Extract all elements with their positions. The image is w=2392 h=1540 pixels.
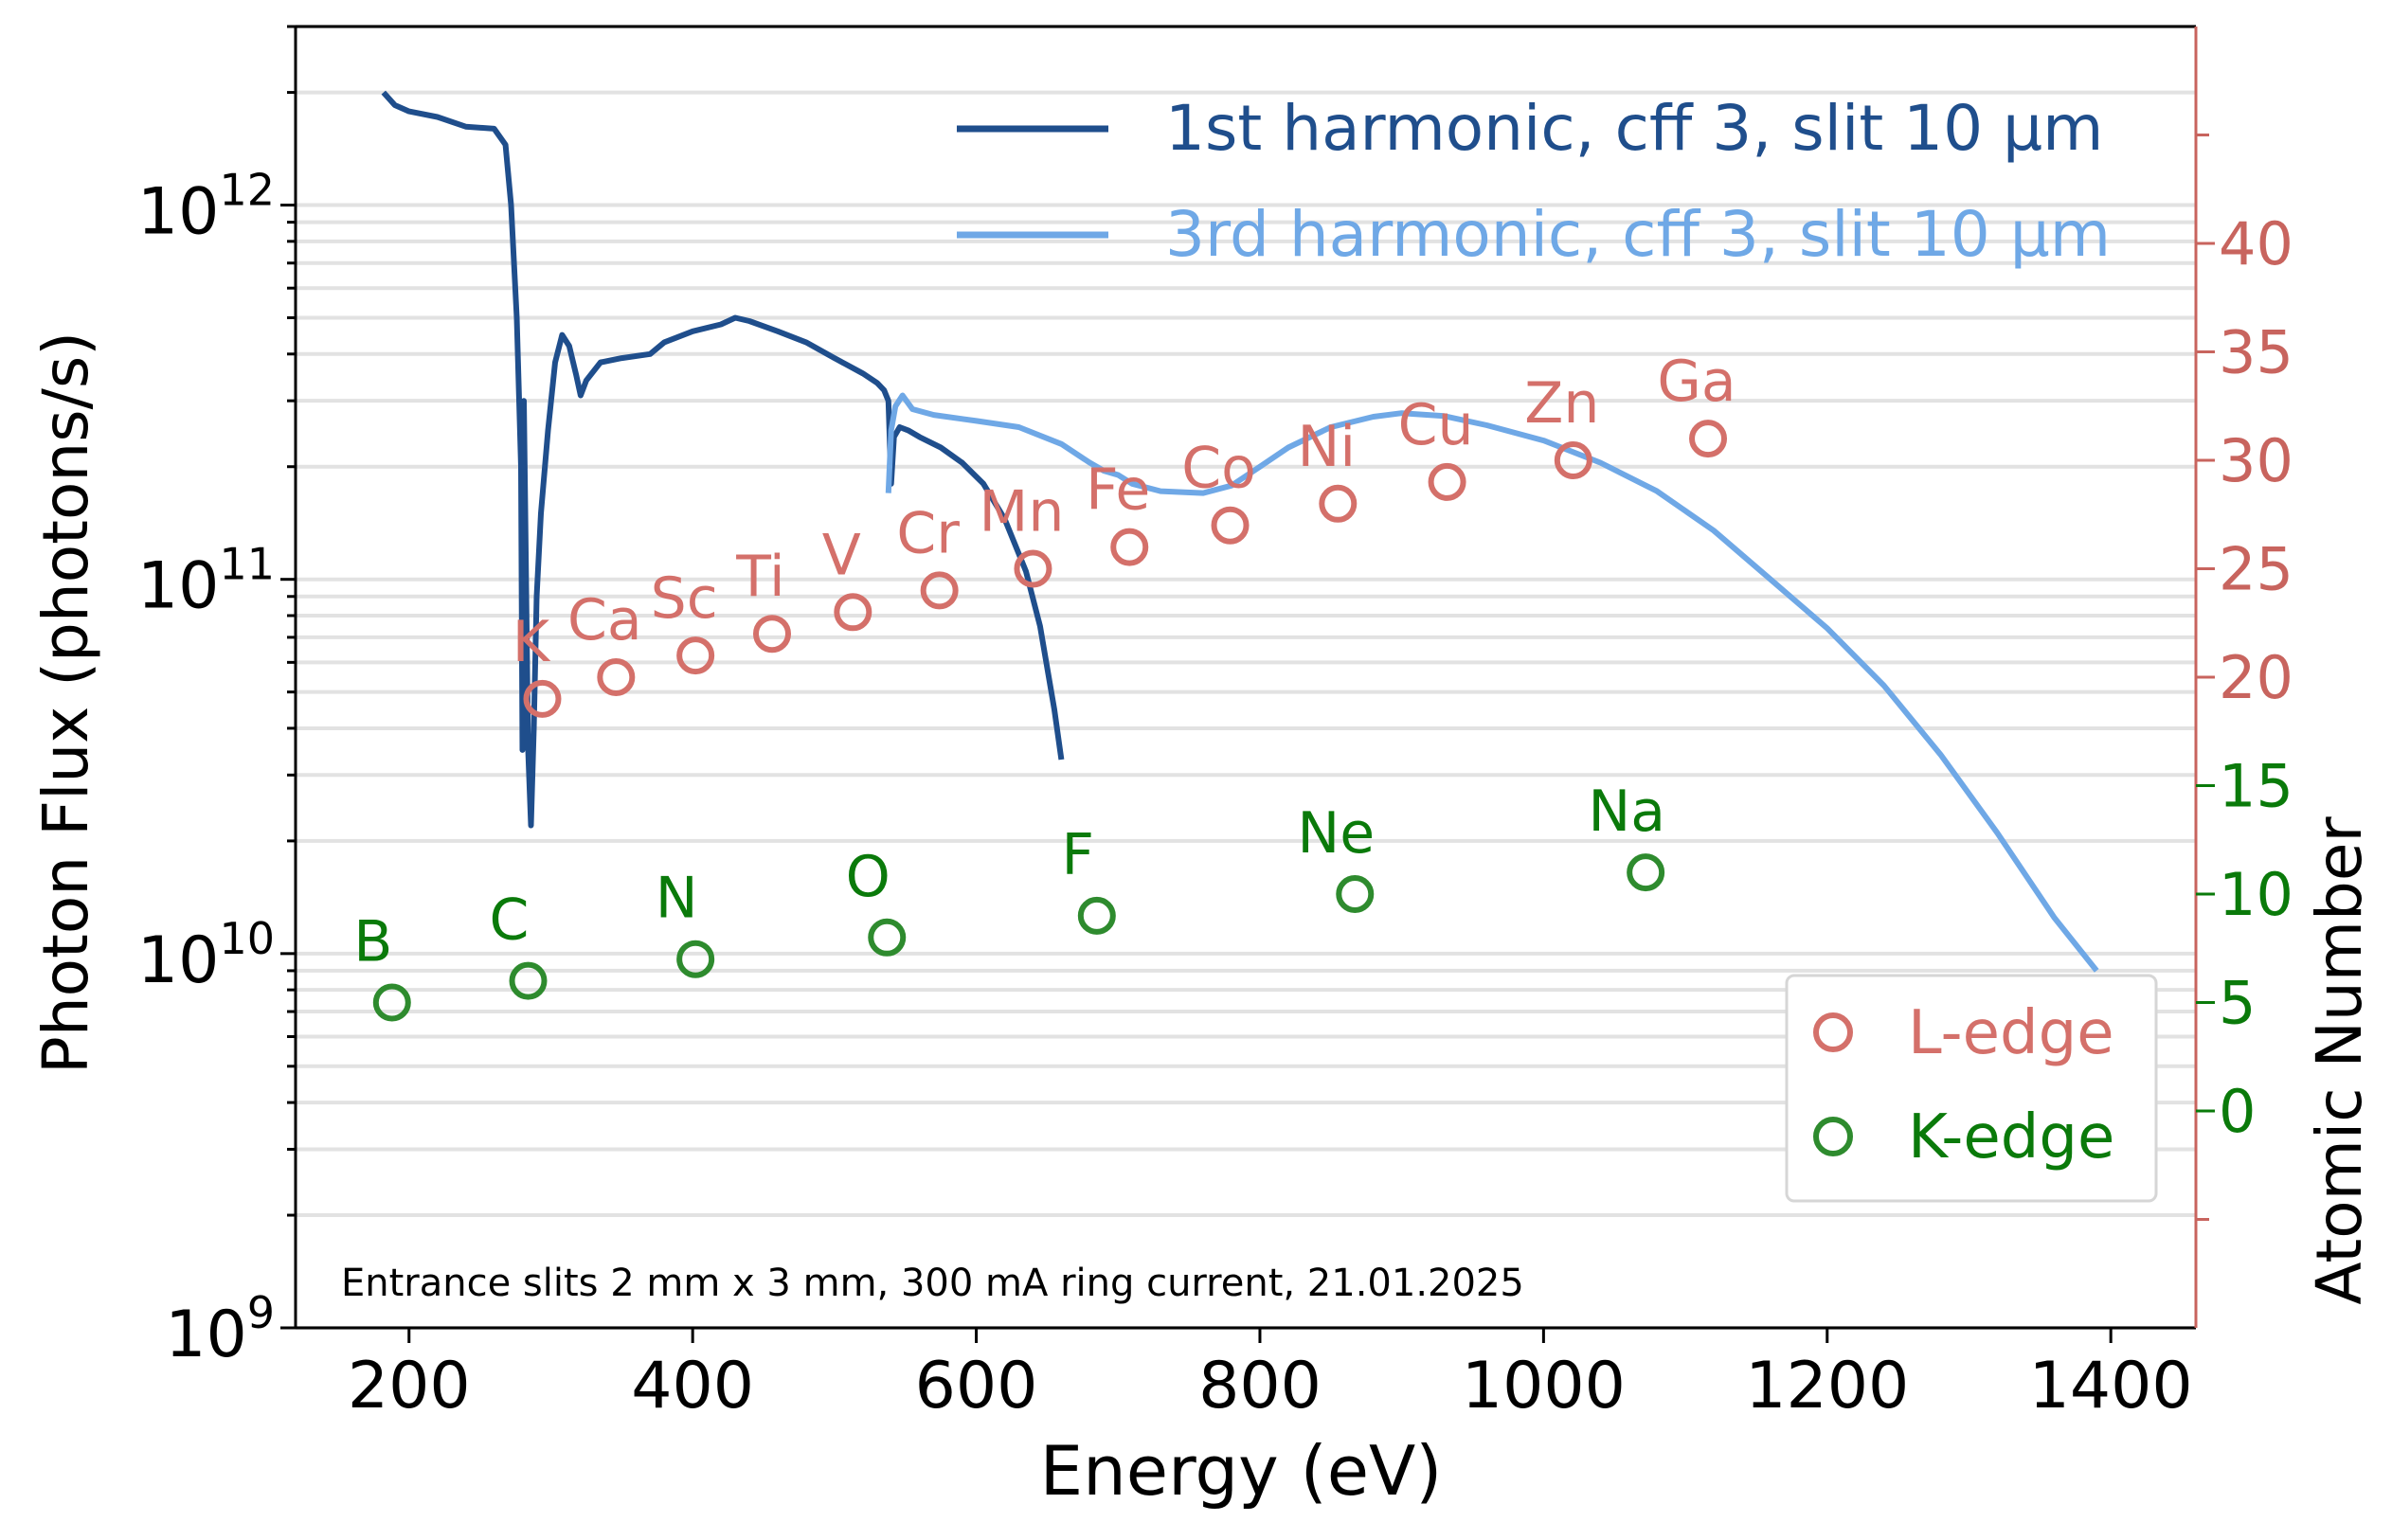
k-edge-marker bbox=[676, 940, 715, 978]
l-edge-marker bbox=[597, 658, 636, 696]
l-edge-marker bbox=[834, 593, 872, 632]
y-tick-label: 109 bbox=[165, 1287, 275, 1372]
l-edge-marker bbox=[1689, 420, 1728, 458]
legend-line-label: 3rd harmonic, cff 3, slit 10 μm bbox=[1165, 198, 2111, 271]
k-edge-label: O bbox=[846, 844, 890, 910]
k-edge-label: Ne bbox=[1297, 800, 1375, 867]
legend-line-label: 1st harmonic, cff 3, slit 10 μm bbox=[1165, 92, 2103, 165]
l-edge-label: Cr bbox=[896, 500, 960, 566]
edge-markers: K Ca Sc Ti V Cr Mn Fe Co Ni Cu Zn Ga B C N O F Ne Na bbox=[353, 349, 1736, 1022]
series-line-1st-harmonic bbox=[381, 90, 1065, 829]
k-edge-marker bbox=[372, 983, 411, 1022]
y-tick-label: 1010 bbox=[137, 913, 275, 998]
k-edge-label: Na bbox=[1588, 779, 1665, 845]
x-tick-label: 1200 bbox=[1745, 1349, 1909, 1424]
l-edge-marker bbox=[1110, 528, 1149, 566]
k-edge-marker bbox=[1627, 853, 1665, 892]
l-edge-marker bbox=[1554, 441, 1592, 479]
l-edge-label: K bbox=[513, 609, 551, 675]
x-tick-label: 400 bbox=[631, 1349, 754, 1424]
l-edge-label: Ga bbox=[1657, 349, 1736, 415]
x-tick-label: 800 bbox=[1198, 1349, 1322, 1424]
right-tick-label-red: 40 bbox=[2219, 209, 2293, 278]
l-edge-marker bbox=[676, 636, 715, 675]
right-tick-label-red: 30 bbox=[2219, 426, 2293, 495]
l-edge-marker bbox=[920, 571, 959, 610]
y-tick-label: 1011 bbox=[137, 539, 275, 624]
k-edge-marker bbox=[509, 961, 548, 1000]
right-tick-label-red: 25 bbox=[2219, 535, 2293, 604]
right-axis-label: Atomic Number bbox=[2303, 816, 2376, 1305]
right-tick-label-green: 0 bbox=[2219, 1077, 2256, 1146]
k-edge-label: B bbox=[353, 909, 392, 976]
grid bbox=[296, 25, 2196, 1330]
y-axis-label: Photon Flux (photons/s) bbox=[29, 331, 102, 1074]
legend-marker-label: K-edge bbox=[1908, 1102, 2114, 1173]
l-edge-label: Ni bbox=[1298, 414, 1357, 480]
right-tick-label-green: 15 bbox=[2219, 752, 2293, 821]
k-edge-marker bbox=[1077, 896, 1116, 935]
legend-marker-label: L-edge bbox=[1908, 998, 2114, 1068]
y-tick-label: 1012 bbox=[137, 165, 275, 250]
l-edge-marker bbox=[1014, 549, 1052, 588]
x-axis-label: Energy (eV) bbox=[1040, 1431, 1443, 1511]
x-tick-label: 1000 bbox=[1462, 1349, 1626, 1424]
l-edge-marker bbox=[1319, 484, 1358, 523]
right-tick-label-green: 10 bbox=[2219, 860, 2293, 929]
l-edge-label: Co bbox=[1181, 436, 1256, 502]
k-edge-label: F bbox=[1062, 822, 1095, 888]
legend-marker-swatch bbox=[1813, 1117, 1853, 1156]
x-tick-label: 1400 bbox=[2029, 1349, 2193, 1424]
legend-box bbox=[1785, 974, 2158, 1203]
legend-marker-swatch bbox=[1813, 1012, 1853, 1052]
k-edge-label: N bbox=[656, 866, 698, 932]
l-edge-marker bbox=[523, 679, 562, 718]
k-edge-marker bbox=[1336, 875, 1375, 913]
x-tick-label: 200 bbox=[348, 1349, 471, 1424]
l-edge-label: Ti bbox=[735, 544, 784, 610]
l-edge-label: Mn bbox=[980, 479, 1065, 546]
right-tick-label-red: 35 bbox=[2219, 318, 2293, 387]
l-edge-label: V bbox=[822, 522, 861, 588]
l-edge-label: Fe bbox=[1086, 457, 1150, 524]
l-edge-marker bbox=[752, 615, 791, 654]
l-edge-marker bbox=[1428, 462, 1466, 501]
annotation: Entrance slits 2 mm x 3 mm, 300 mA ring … bbox=[341, 1262, 1524, 1305]
k-edge-marker bbox=[868, 918, 907, 957]
series-line-3rd-harmonic bbox=[885, 392, 2099, 973]
series-lines bbox=[381, 90, 2099, 973]
x-tick-label: 600 bbox=[915, 1349, 1038, 1424]
l-edge-label: Sc bbox=[651, 565, 718, 632]
legends: 1st harmonic, cff 3, slit 10 μm 3rd harmo… bbox=[957, 92, 2158, 1203]
l-edge-marker bbox=[1211, 506, 1250, 545]
l-edge-label: Ca bbox=[567, 587, 642, 654]
right-tick-label-green: 5 bbox=[2219, 969, 2256, 1038]
l-edge-label: Zn bbox=[1524, 370, 1599, 437]
right-tick-label-red: 20 bbox=[2219, 643, 2293, 712]
axes: 200 400 600 800 1000 1200 14001091010101110122… bbox=[137, 25, 2293, 1424]
l-edge-label: Cu bbox=[1398, 392, 1474, 458]
k-edge-label: C bbox=[490, 887, 530, 954]
